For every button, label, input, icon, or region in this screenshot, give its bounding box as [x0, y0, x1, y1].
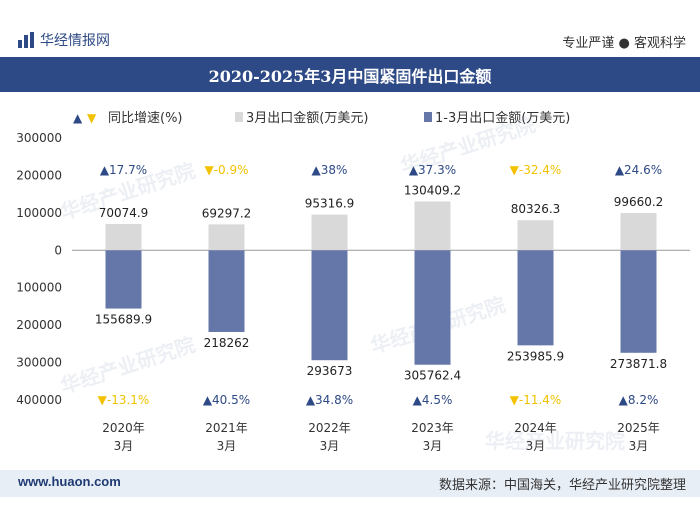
- x-tick-label-month: 3月: [114, 439, 134, 453]
- x-tick-label-month: 3月: [217, 439, 237, 453]
- growth-label-march: ▼-32.4%: [510, 163, 562, 177]
- y-tick-label: 300000: [16, 356, 62, 370]
- data-label-ytd: 155689.9: [95, 313, 152, 327]
- footer-bar: www.huaon.com 数据来源：中国海关，华经产业研究院整理: [0, 470, 700, 497]
- chart-title: 2020-2025年3月中国紧固件出口金额: [0, 57, 700, 92]
- growth-label-march: ▲38%: [312, 163, 348, 177]
- legend-swatch-ytd: [424, 112, 432, 122]
- bar-march: [208, 224, 245, 251]
- data-label-ytd: 273871.8: [610, 357, 667, 371]
- x-tick-label-month: 3月: [423, 439, 443, 453]
- y-tick-label: 400000: [16, 393, 62, 407]
- brand-logo: 华经情报网: [18, 31, 110, 49]
- data-label-ytd: 293673: [307, 364, 353, 378]
- data-label-ytd: 305762.4: [404, 369, 461, 383]
- y-tick-label: 200000: [16, 318, 62, 332]
- data-label-march: 95316.9: [305, 197, 355, 211]
- growth-label-ytd: ▼-13.1%: [98, 393, 150, 407]
- x-tick-label-month: 3月: [629, 439, 649, 453]
- bar-march: [517, 220, 554, 251]
- bar-ytd: [208, 250, 245, 332]
- bar-ytd: [311, 250, 348, 361]
- bar-march: [414, 201, 451, 251]
- growth-label-ytd: ▼-11.4%: [510, 393, 562, 407]
- y-tick-label: 300000: [16, 131, 62, 145]
- x-tick-label-month: 3月: [320, 439, 340, 453]
- bar-march: [311, 214, 348, 251]
- data-label-march: 130409.2: [404, 183, 461, 197]
- x-tick-label-year: 2021年: [205, 421, 248, 435]
- bar-ytd: [105, 250, 142, 309]
- y-tick-label: 100000: [16, 281, 62, 295]
- data-label-march: 69297.2: [202, 206, 252, 220]
- data-source: 数据来源：中国海关，华经产业研究院整理: [438, 478, 686, 493]
- data-label-march: 99660.2: [614, 195, 664, 209]
- legend-label-march: 3月出口金额(万美元): [246, 110, 368, 126]
- x-tick-label-year: 2023年: [411, 421, 454, 435]
- legend-label-ytd: 1-3月出口金额(万美元): [435, 110, 570, 126]
- data-label-march: 80326.3: [511, 202, 561, 216]
- growth-label-march: ▼-0.9%: [204, 163, 248, 177]
- legend-up-triangle: ▲: [73, 111, 83, 125]
- x-tick-label-year: 2020年: [102, 421, 145, 435]
- growth-label-ytd: ▲8.2%: [619, 393, 659, 407]
- growth-label-march: ▲17.7%: [100, 163, 147, 177]
- data-label-ytd: 253985.9: [507, 349, 564, 363]
- bar-march: [105, 224, 142, 251]
- y-tick-label: 100000: [16, 206, 62, 220]
- y-tick-label: 0: [54, 243, 62, 257]
- growth-label-ytd: ▲4.5%: [413, 393, 453, 407]
- bar-ytd: [414, 250, 451, 365]
- slogan: 专业严谨 ● 客观科学: [562, 36, 686, 51]
- growth-label-march: ▲37.3%: [409, 163, 456, 177]
- x-tick-label-year: 2024年: [514, 421, 557, 435]
- watermark-text: 华经产业研究院: [58, 332, 199, 398]
- growth-label-ytd: ▲40.5%: [203, 393, 250, 407]
- data-label-ytd: 218262: [204, 336, 250, 350]
- chart-svg: 华经产业研究院华经产业研究院华经产业研究院华经产业研究院华经产业研究院▲▼同比增…: [16, 110, 690, 453]
- bar-ytd: [517, 250, 554, 346]
- logo-bars-icon: [18, 32, 34, 48]
- legend-down-triangle: ▼: [87, 111, 97, 125]
- watermark-text: 华经产业研究院: [485, 429, 625, 453]
- bar-ytd: [620, 250, 657, 353]
- x-tick-label-year: 2022年: [308, 421, 351, 435]
- footer-website[interactable]: www.huaon.com: [18, 474, 121, 489]
- top-bar: 华经情报网 专业严谨 ● 客观科学: [0, 0, 700, 52]
- bar-march: [620, 212, 657, 251]
- x-tick-label-month: 3月: [526, 439, 546, 453]
- x-tick-label-year: 2025年: [617, 421, 660, 435]
- brand-name: 华经情报网: [40, 33, 110, 49]
- legend-swatch-march: [235, 112, 243, 122]
- legend-label-growth: 同比增速(%): [108, 111, 183, 126]
- y-tick-label: 200000: [16, 168, 62, 182]
- growth-label-march: ▲24.6%: [615, 163, 662, 177]
- data-label-march: 70074.9: [99, 206, 149, 220]
- growth-label-ytd: ▲34.8%: [306, 393, 353, 407]
